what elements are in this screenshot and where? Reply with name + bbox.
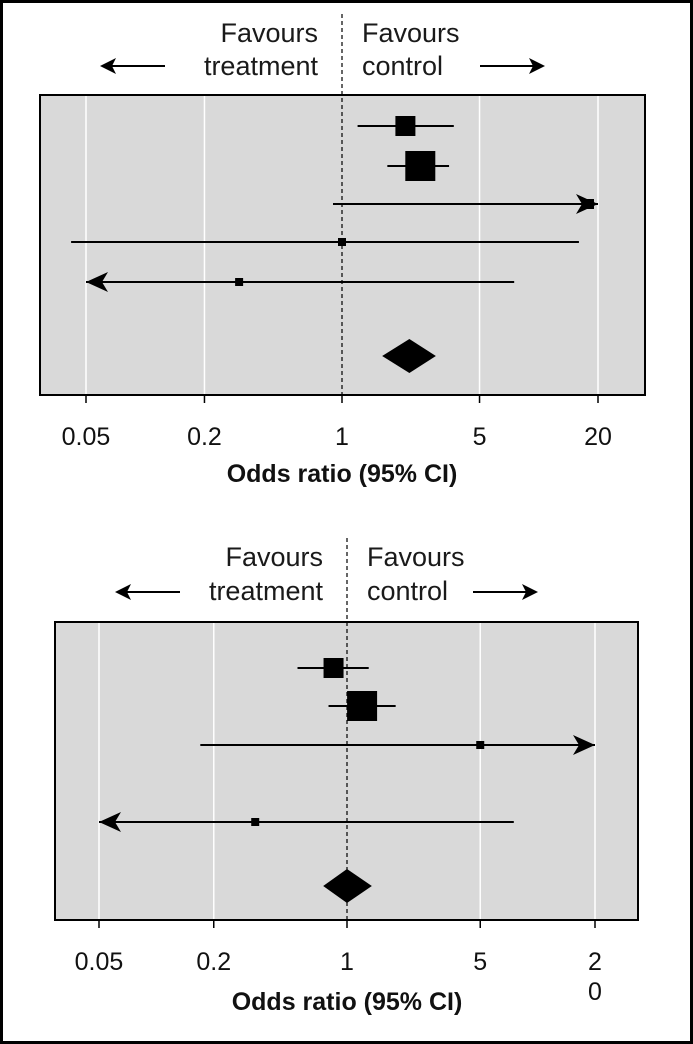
study-point-estimate bbox=[583, 199, 594, 209]
pooled-estimate-diamond bbox=[323, 869, 372, 903]
x-tick-label: 1 bbox=[335, 423, 349, 451]
x-tick-label-line: 1 bbox=[340, 948, 354, 976]
x-tick-label-line: 5 bbox=[473, 948, 487, 976]
x-tick-label-line: 0.2 bbox=[187, 423, 222, 451]
right-arrow-head bbox=[522, 584, 538, 600]
study-point-estimate bbox=[476, 741, 485, 749]
study-point-estimate bbox=[395, 116, 416, 136]
forest-plot-panel-1: 0.05 0.2 1 5 20FavourstreatmentFavourscontro… bbox=[39, 14, 646, 488]
x-tick-label: 5 bbox=[473, 948, 487, 976]
x-tick-label: 0.05 bbox=[75, 948, 124, 976]
right-arrow-head bbox=[529, 58, 545, 74]
favours-treatment-label: Favours bbox=[220, 18, 318, 48]
x-tick-label: 1 bbox=[340, 948, 354, 976]
favours-control-label: control bbox=[367, 576, 448, 606]
ci-arrow-left bbox=[99, 812, 121, 832]
study-point-estimate bbox=[338, 238, 346, 246]
x-axis-label: Odds ratio (95% CI) bbox=[227, 460, 458, 488]
x-tick-label-line: 5 bbox=[473, 423, 487, 451]
study-point-estimate bbox=[347, 691, 378, 721]
x-tick-label-line: 1 bbox=[335, 423, 349, 451]
favours-treatment-label: treatment bbox=[209, 576, 324, 606]
x-tick-label-line: 0.05 bbox=[75, 948, 124, 976]
study-point-estimate bbox=[251, 818, 260, 826]
x-tick-label-line: 0 bbox=[588, 978, 602, 1006]
left-arrow-head bbox=[100, 58, 116, 74]
x-tick-label-line: 0.2 bbox=[196, 948, 231, 976]
x-tick-label: 0.2 bbox=[187, 423, 222, 451]
x-tick-label-line: 20 bbox=[584, 423, 612, 451]
forest-plot-panel-2: 0.05 0.2 1 5 2 0 Favours treatment Favours contro… bbox=[54, 538, 639, 1016]
favours-treatment-label: Favours bbox=[225, 542, 323, 572]
pooled-estimate-diamond bbox=[382, 339, 436, 373]
x-tick-label: 0.05 bbox=[62, 423, 111, 451]
favours-treatment-label: treatment bbox=[204, 51, 319, 81]
ci-arrow-left bbox=[86, 272, 108, 292]
favours-control-label: Favours bbox=[367, 542, 465, 572]
x-tick-label-line: 0.05 bbox=[62, 423, 111, 451]
study-point-estimate bbox=[405, 151, 436, 181]
favours-control-label: control bbox=[362, 51, 443, 81]
left-arrow-head bbox=[115, 584, 131, 600]
ci-arrow-right bbox=[573, 735, 595, 755]
study-point-estimate bbox=[323, 658, 344, 678]
study-point-estimate bbox=[235, 278, 244, 286]
favours-control-label: Favours bbox=[362, 18, 460, 48]
x-tick-label: 5 bbox=[473, 423, 487, 451]
x-tick-label: 0.2 bbox=[196, 948, 231, 976]
x-tick-label: 20 bbox=[584, 423, 612, 451]
x-tick-label-line: 2 bbox=[588, 948, 602, 976]
x-axis-label: Odds ratio (95% CI) bbox=[232, 988, 463, 1016]
